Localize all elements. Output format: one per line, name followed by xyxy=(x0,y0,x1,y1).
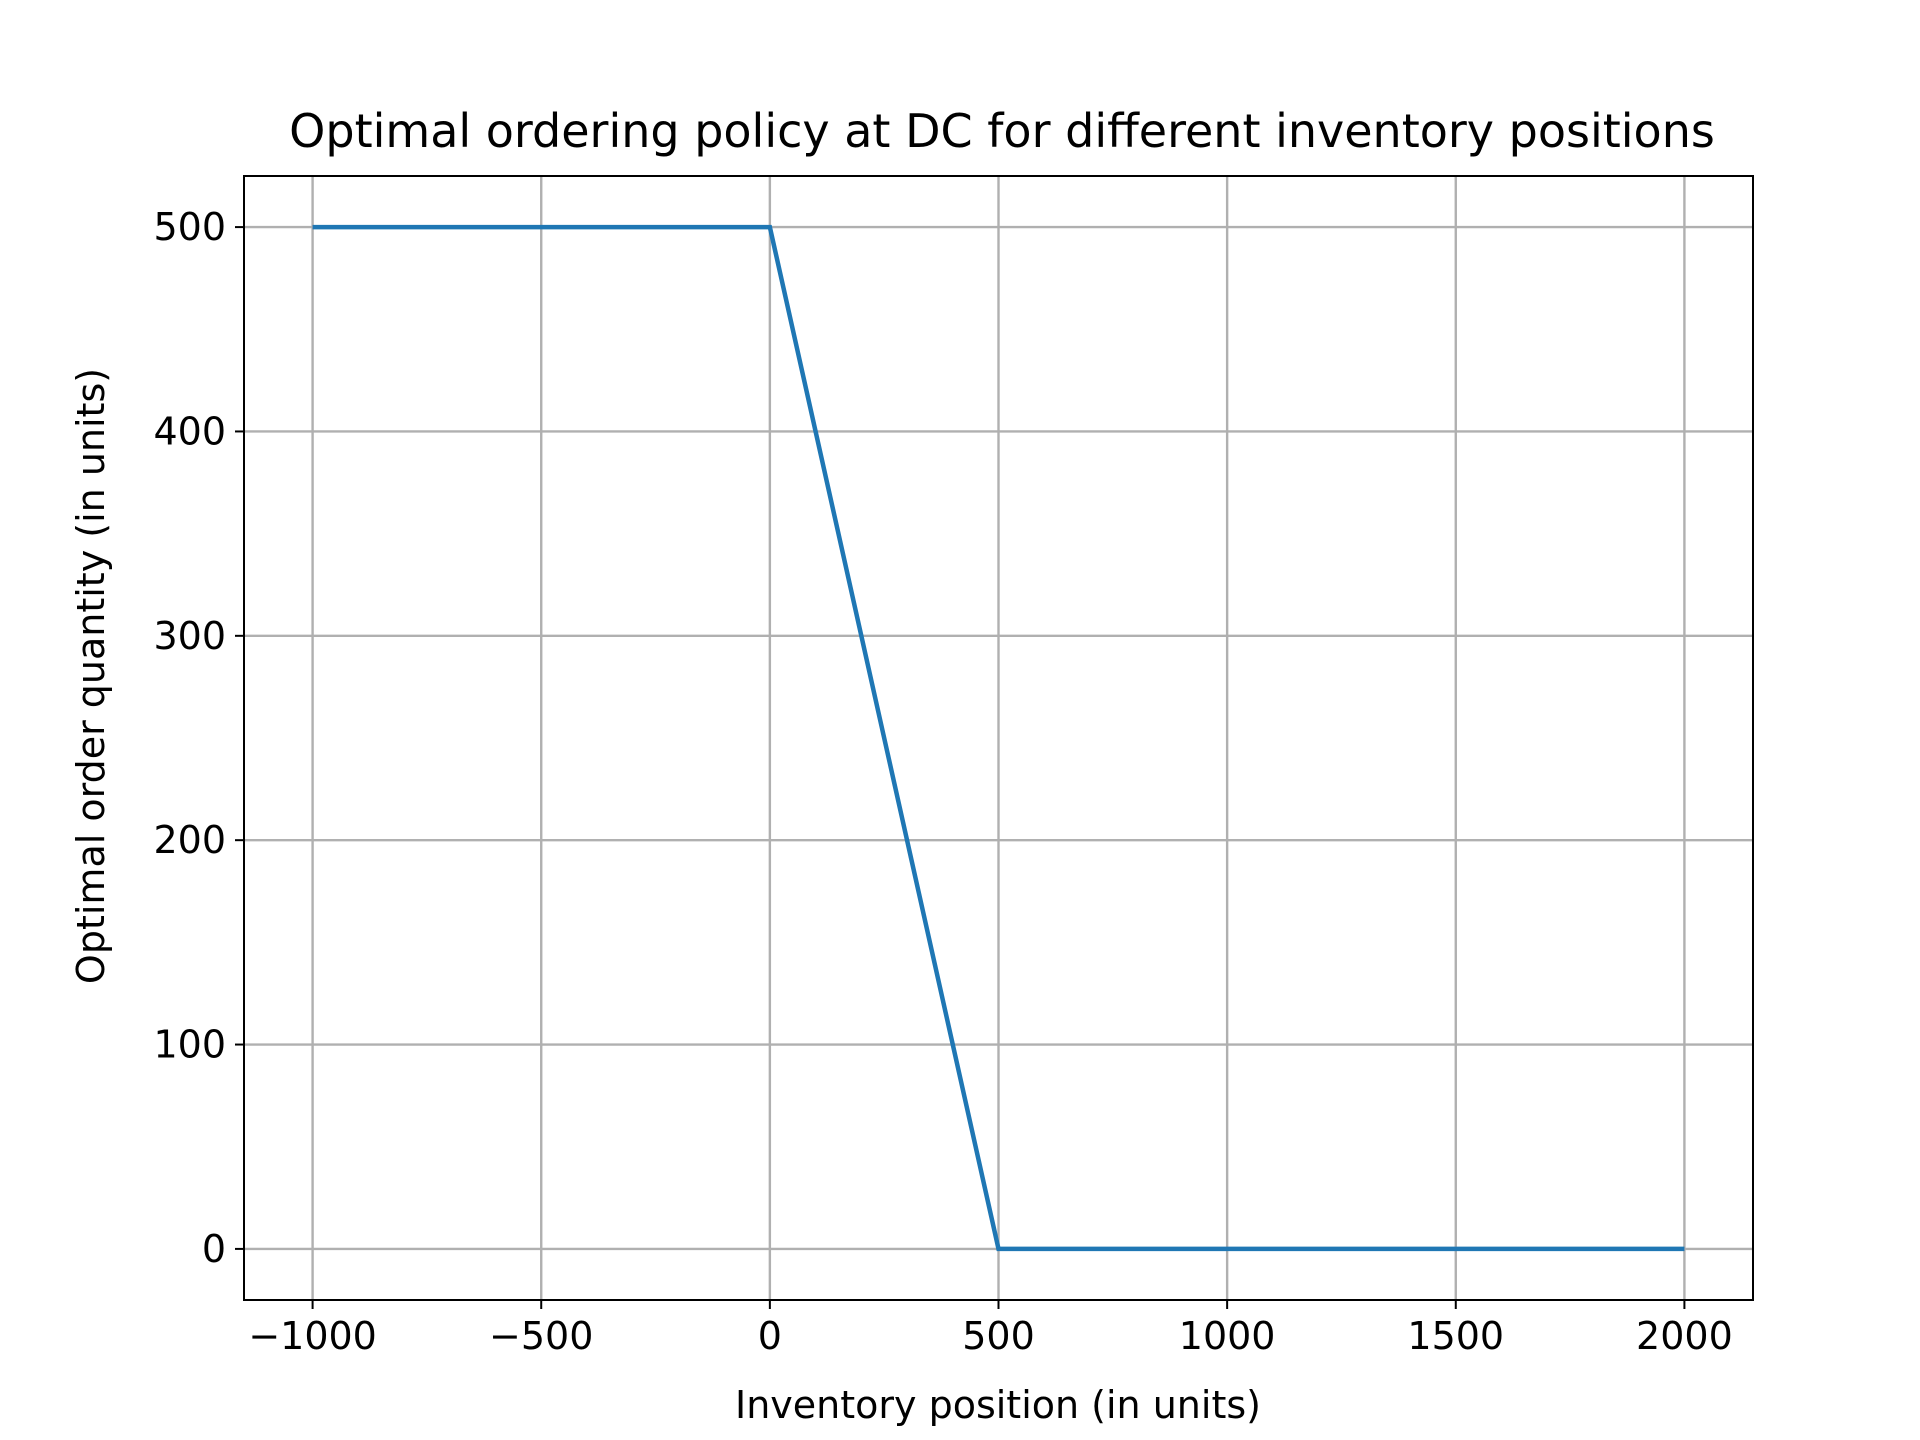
y-tick-label: 0 xyxy=(202,1227,226,1271)
y-tick-label: 500 xyxy=(153,205,226,249)
y-tick-label: 400 xyxy=(153,409,226,453)
y-tick-label: 300 xyxy=(153,614,226,658)
y-tick-label: 200 xyxy=(153,818,226,862)
chart-title: Optimal ordering policy at DC for differ… xyxy=(289,104,1715,158)
ticks-layer: −1000 −500 0 500 1000 1500 2000 0 100 200 300 400 50… xyxy=(153,205,1732,1358)
y-tick-label: 100 xyxy=(153,1023,226,1067)
x-tick-label: 2000 xyxy=(1636,1314,1733,1358)
x-tick-label: 1000 xyxy=(1179,1314,1276,1358)
y-axis-label: Optimal order quantity (in units) xyxy=(69,368,113,984)
x-tick-label: −1000 xyxy=(248,1314,377,1358)
grid-layer xyxy=(244,176,1753,1300)
x-axis-label: Inventory position (in units) xyxy=(735,1383,1261,1427)
series-layer xyxy=(312,224,1685,1252)
x-tick-label: 0 xyxy=(758,1314,782,1358)
series-line xyxy=(312,224,1685,1252)
x-tick-label: 500 xyxy=(962,1314,1035,1358)
x-tick-label: 1500 xyxy=(1407,1314,1504,1358)
x-tick-label: −500 xyxy=(489,1314,593,1358)
